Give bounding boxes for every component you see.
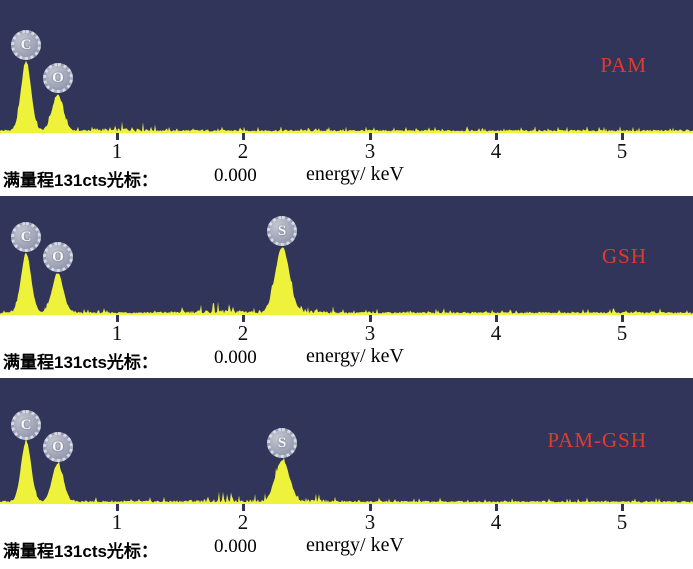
full-scale-cursor-label: 满量程131cts光标：: [3, 542, 158, 561]
x-axis-tick: [495, 133, 498, 140]
x-tick-label: 1: [111, 139, 123, 163]
x-tick-label: 2: [237, 139, 249, 163]
x-tick-label: 3: [364, 321, 376, 345]
x-tick-label: 5: [616, 321, 628, 345]
x-axis-tick: [495, 315, 498, 322]
x-tick-label: 5: [616, 510, 628, 534]
x-axis-tick-labels: 1 2 3 4 5: [0, 139, 693, 163]
caption-row: 满量程131cts光标： 0.000 energy/ keV: [0, 534, 693, 562]
x-tick-label: 2: [237, 321, 249, 345]
full-scale-cursor-label: 满量程131cts光标：: [3, 353, 158, 372]
element-badge-C: C: [11, 30, 41, 60]
element-badge-S: S: [267, 428, 297, 458]
x-tick-label: 1: [111, 321, 123, 345]
x-axis-tick: [621, 133, 624, 140]
cursor-value: 0.000: [214, 347, 257, 368]
x-axis-tick: [242, 504, 245, 511]
x-axis-tick: [621, 504, 624, 511]
x-tick-label: 4: [490, 139, 502, 163]
x-tick-label: 4: [490, 510, 502, 534]
element-badge-O: O: [43, 63, 73, 93]
x-tick-label: 3: [364, 139, 376, 163]
spectrum-plot: [0, 60, 693, 133]
caption-row: 满量程131cts光标： 0.000 energy/ keV: [0, 345, 693, 373]
x-axis-tick-labels: 1 2 3 4 5: [0, 510, 693, 534]
x-tick-label: 3: [364, 510, 376, 534]
x-axis-tick: [369, 315, 372, 322]
caption-row: 满量程131cts光标： 0.000 energy/ keV: [0, 163, 693, 191]
x-axis-tick: [116, 504, 119, 511]
element-badge-S: S: [267, 216, 297, 246]
x-axis-tick: [621, 315, 624, 322]
x-axis-tick: [116, 133, 119, 140]
x-tick-label: 2: [237, 510, 249, 534]
x-axis-tick-labels: 1 2 3 4 5: [0, 321, 693, 345]
sample-label: GSH: [601, 243, 647, 268]
spectrum-trace: [0, 60, 693, 133]
element-badge-O: O: [43, 432, 73, 462]
full-scale-cursor-label: 满量程131cts光标：: [3, 171, 158, 190]
x-axis-tick: [242, 315, 245, 322]
x-axis-tick: [242, 133, 245, 140]
cursor-value: 0.000: [214, 165, 257, 186]
x-tick-label: 4: [490, 321, 502, 345]
x-tick-label: 5: [616, 139, 628, 163]
element-badge-C: C: [11, 222, 41, 252]
spectrum-plot: [0, 247, 693, 315]
x-axis-tick: [495, 504, 498, 511]
x-axis-tick: [369, 504, 372, 511]
sample-label: PAM-GSH: [547, 428, 647, 453]
sample-label: PAM: [600, 53, 647, 78]
x-axis-title: energy/ keV: [306, 345, 404, 367]
spectrum-trace: [0, 247, 693, 315]
element-badge-C: C: [11, 410, 41, 440]
cursor-value: 0.000: [214, 536, 257, 557]
element-badge-O: O: [43, 242, 73, 272]
x-axis-title: energy/ keV: [306, 534, 404, 556]
x-axis-tick: [116, 315, 119, 322]
x-tick-label: 1: [111, 510, 123, 534]
x-axis-tick: [369, 133, 372, 140]
x-axis-title: energy/ keV: [306, 163, 404, 185]
